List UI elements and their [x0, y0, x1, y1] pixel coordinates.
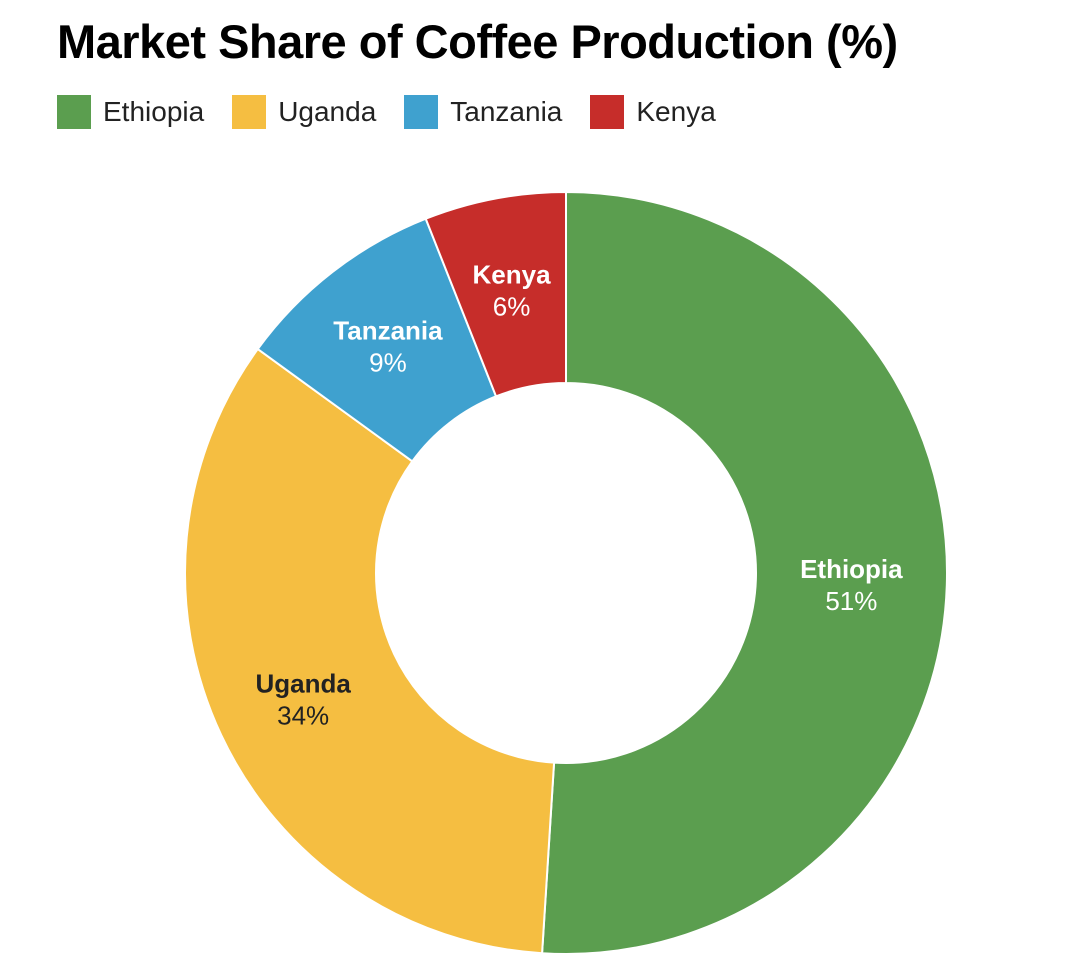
slice-value-uganda: 34%	[277, 701, 329, 731]
legend-label: Ethiopia	[103, 96, 205, 127]
legend-item-ethiopia[interactable]: Ethiopia	[57, 95, 204, 129]
legend-swatch	[232, 95, 267, 129]
legend-item-kenya[interactable]: Kenya	[590, 95, 716, 129]
slice-label-kenya: Kenya	[473, 260, 552, 290]
slice-value-tanzania: 9%	[369, 347, 407, 377]
legend-swatch	[404, 95, 439, 129]
legend-item-tanzania[interactable]: Tanzania	[404, 95, 562, 129]
slice-kenya[interactable]	[424, 190, 567, 398]
slice-value-ethiopia: 51%	[825, 586, 877, 616]
legend-swatch	[590, 95, 625, 129]
slice-ethiopia[interactable]	[541, 190, 948, 955]
slice-value-kenya: 6%	[493, 292, 531, 322]
legend: Ethiopia Uganda Tanzania Kenya	[57, 94, 744, 130]
legend-label: Kenya	[636, 96, 716, 127]
slice-uganda[interactable]	[184, 347, 556, 955]
slice-label-ethiopia: Ethiopia	[800, 554, 903, 584]
legend-label: Tanzania	[450, 96, 563, 127]
chart-title: Market Share of Coffee Production (%)	[57, 15, 898, 68]
slice-label-uganda: Uganda	[255, 669, 351, 699]
legend-item-uganda[interactable]: Uganda	[232, 95, 376, 129]
legend-swatch	[57, 95, 91, 129]
slice-label-tanzania: Tanzania	[333, 315, 443, 345]
legend-label: Uganda	[278, 96, 377, 127]
